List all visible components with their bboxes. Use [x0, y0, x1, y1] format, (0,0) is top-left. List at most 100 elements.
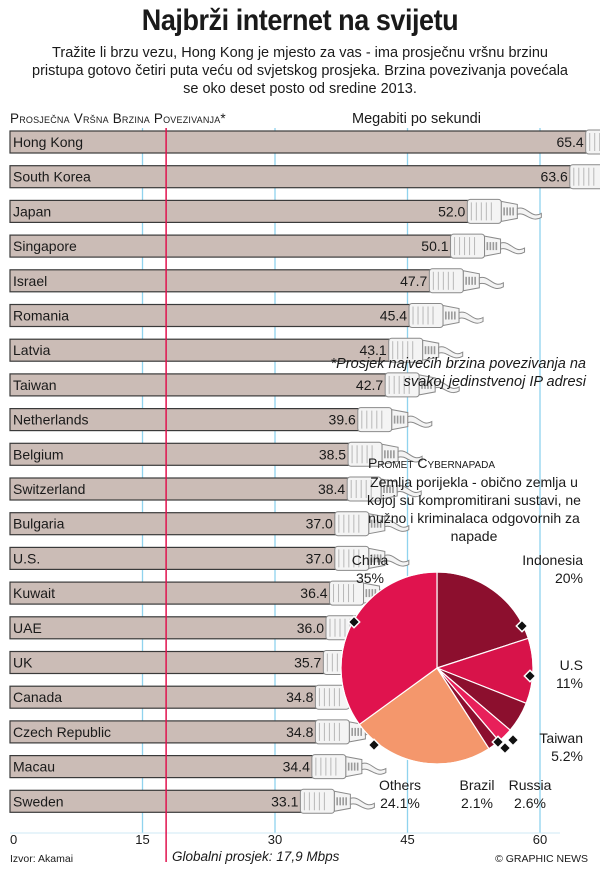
x-axis-label: Megabiti po sekundi — [352, 111, 481, 127]
cable-pin — [506, 207, 508, 216]
bar-uk — [9, 650, 326, 675]
bar-category-label: Czech Republic — [13, 724, 111, 740]
cable-pin — [433, 346, 436, 355]
bar-category-label: Bulgaria — [13, 516, 65, 532]
cable-pin — [365, 589, 368, 598]
pie-slice-label: Others — [379, 777, 421, 793]
cable-connector — [314, 719, 350, 745]
pie-label-marker — [367, 738, 381, 752]
bar-value-label: 34.8 — [286, 689, 313, 705]
bar-category-label: Latvia — [13, 342, 51, 358]
cable-pin — [430, 380, 432, 389]
cable-wire — [500, 242, 526, 255]
cable-wire — [397, 450, 423, 463]
bar-value-label: 38.4 — [318, 481, 345, 497]
cable-pin — [347, 762, 350, 771]
cable-pin — [354, 727, 356, 736]
credit: © GRAPHIC NEWS — [495, 853, 588, 865]
bar-chart-title: Prosječna Vršna Brzina Povezivanja* — [10, 111, 226, 126]
bar-value-label: 63.6 — [541, 169, 568, 185]
cable-pin — [339, 797, 341, 806]
cable-wire — [407, 415, 433, 428]
bar-value-label: 34.8 — [286, 724, 313, 740]
bar-value-label: 34.4 — [283, 759, 310, 775]
cable-pin — [445, 311, 447, 320]
x-tick-label: 60 — [533, 832, 547, 847]
bar-macau — [9, 754, 315, 779]
cable-pin — [489, 242, 492, 251]
cable-pin — [389, 485, 391, 493]
bar-value-label: 42.7 — [356, 377, 383, 393]
pie-chart-title: Promet Cybernapada — [368, 455, 496, 471]
cable-wire — [384, 519, 410, 532]
bar-category-label: Japan — [13, 203, 51, 219]
cable-18 — [311, 754, 387, 780]
cable-pin — [402, 415, 405, 424]
cable-pin — [393, 450, 395, 459]
pie-slice-value: 5.2% — [551, 748, 583, 764]
bar-value-label: 38.5 — [319, 446, 346, 462]
cable-pin — [336, 797, 338, 806]
bar-category-label: South Korea — [13, 169, 91, 185]
bar-category-label: Romania — [13, 308, 69, 324]
cable-connector — [585, 129, 600, 155]
pie-outline — [340, 571, 534, 765]
pie-slice-value: 11% — [556, 675, 583, 691]
cable-wire — [361, 762, 387, 775]
cable-pin — [399, 415, 402, 424]
cable-pin — [492, 242, 495, 251]
bar-value-label: 35.7 — [294, 655, 321, 671]
bar-hong-kong — [9, 130, 589, 154]
cable-8 — [357, 407, 433, 433]
cable-12 — [334, 545, 410, 571]
x-tick-label: 0 — [10, 832, 17, 847]
cable-pin — [424, 380, 426, 389]
global-average-label: Globalni prosjek: 17,9 Mbps — [172, 849, 340, 864]
bar-romania — [9, 303, 412, 328]
bar-uae — [9, 616, 329, 640]
bar-value-label: 39.6 — [329, 412, 356, 428]
cable-pin — [373, 554, 376, 563]
cable-pin — [474, 276, 476, 285]
cable-0 — [585, 129, 600, 155]
bar-value-label: 37.0 — [306, 550, 333, 566]
bar-category-label: Netherlands — [13, 412, 89, 428]
pie-slice-value: 2.1% — [461, 795, 493, 811]
bar-category-label: Sweden — [13, 793, 64, 809]
cable-19 — [299, 788, 375, 814]
bar-value-label: 43.1 — [359, 342, 386, 358]
bar-value-label: 36.4 — [300, 585, 327, 601]
cable-pin — [373, 519, 376, 528]
cable-wire — [384, 554, 410, 567]
cable-pin — [383, 485, 385, 493]
cable-pin — [357, 727, 359, 736]
pie-slice-label: Indonesia — [522, 552, 583, 568]
bar-south-korea — [9, 165, 573, 189]
cable-pin — [350, 762, 353, 771]
cable-pin — [427, 346, 430, 355]
bar-category-label: Kuwait — [13, 585, 55, 601]
bar-value-label: 33.1 — [271, 793, 298, 809]
cable-pin — [430, 346, 433, 355]
page-subtitle: Tražite li brzu vezu, Hong Kong je mjest… — [32, 45, 568, 97]
cable-pin — [345, 797, 347, 806]
pie-slice-label: Brazil — [459, 777, 494, 793]
bar-value-label: 65.4 — [556, 134, 583, 150]
cable-connector — [450, 233, 486, 259]
cable-pin — [448, 311, 450, 320]
cable-pin — [368, 589, 371, 598]
pie-label-marker — [515, 619, 529, 633]
cable-pin — [421, 380, 423, 389]
cable-connector — [408, 303, 444, 328]
cable-pin — [451, 311, 453, 320]
bar-japan — [9, 199, 470, 223]
cable-pin — [387, 450, 389, 459]
bar-category-label: Switzerland — [13, 481, 85, 497]
cable-connector — [357, 407, 393, 433]
bar-category-label: Singapore — [13, 238, 77, 254]
cable-pin — [427, 380, 429, 389]
cable-wire — [396, 485, 422, 498]
cable-pin — [465, 276, 467, 285]
bar-value-label: 47.7 — [400, 273, 427, 289]
pie-label-marker — [523, 669, 537, 683]
